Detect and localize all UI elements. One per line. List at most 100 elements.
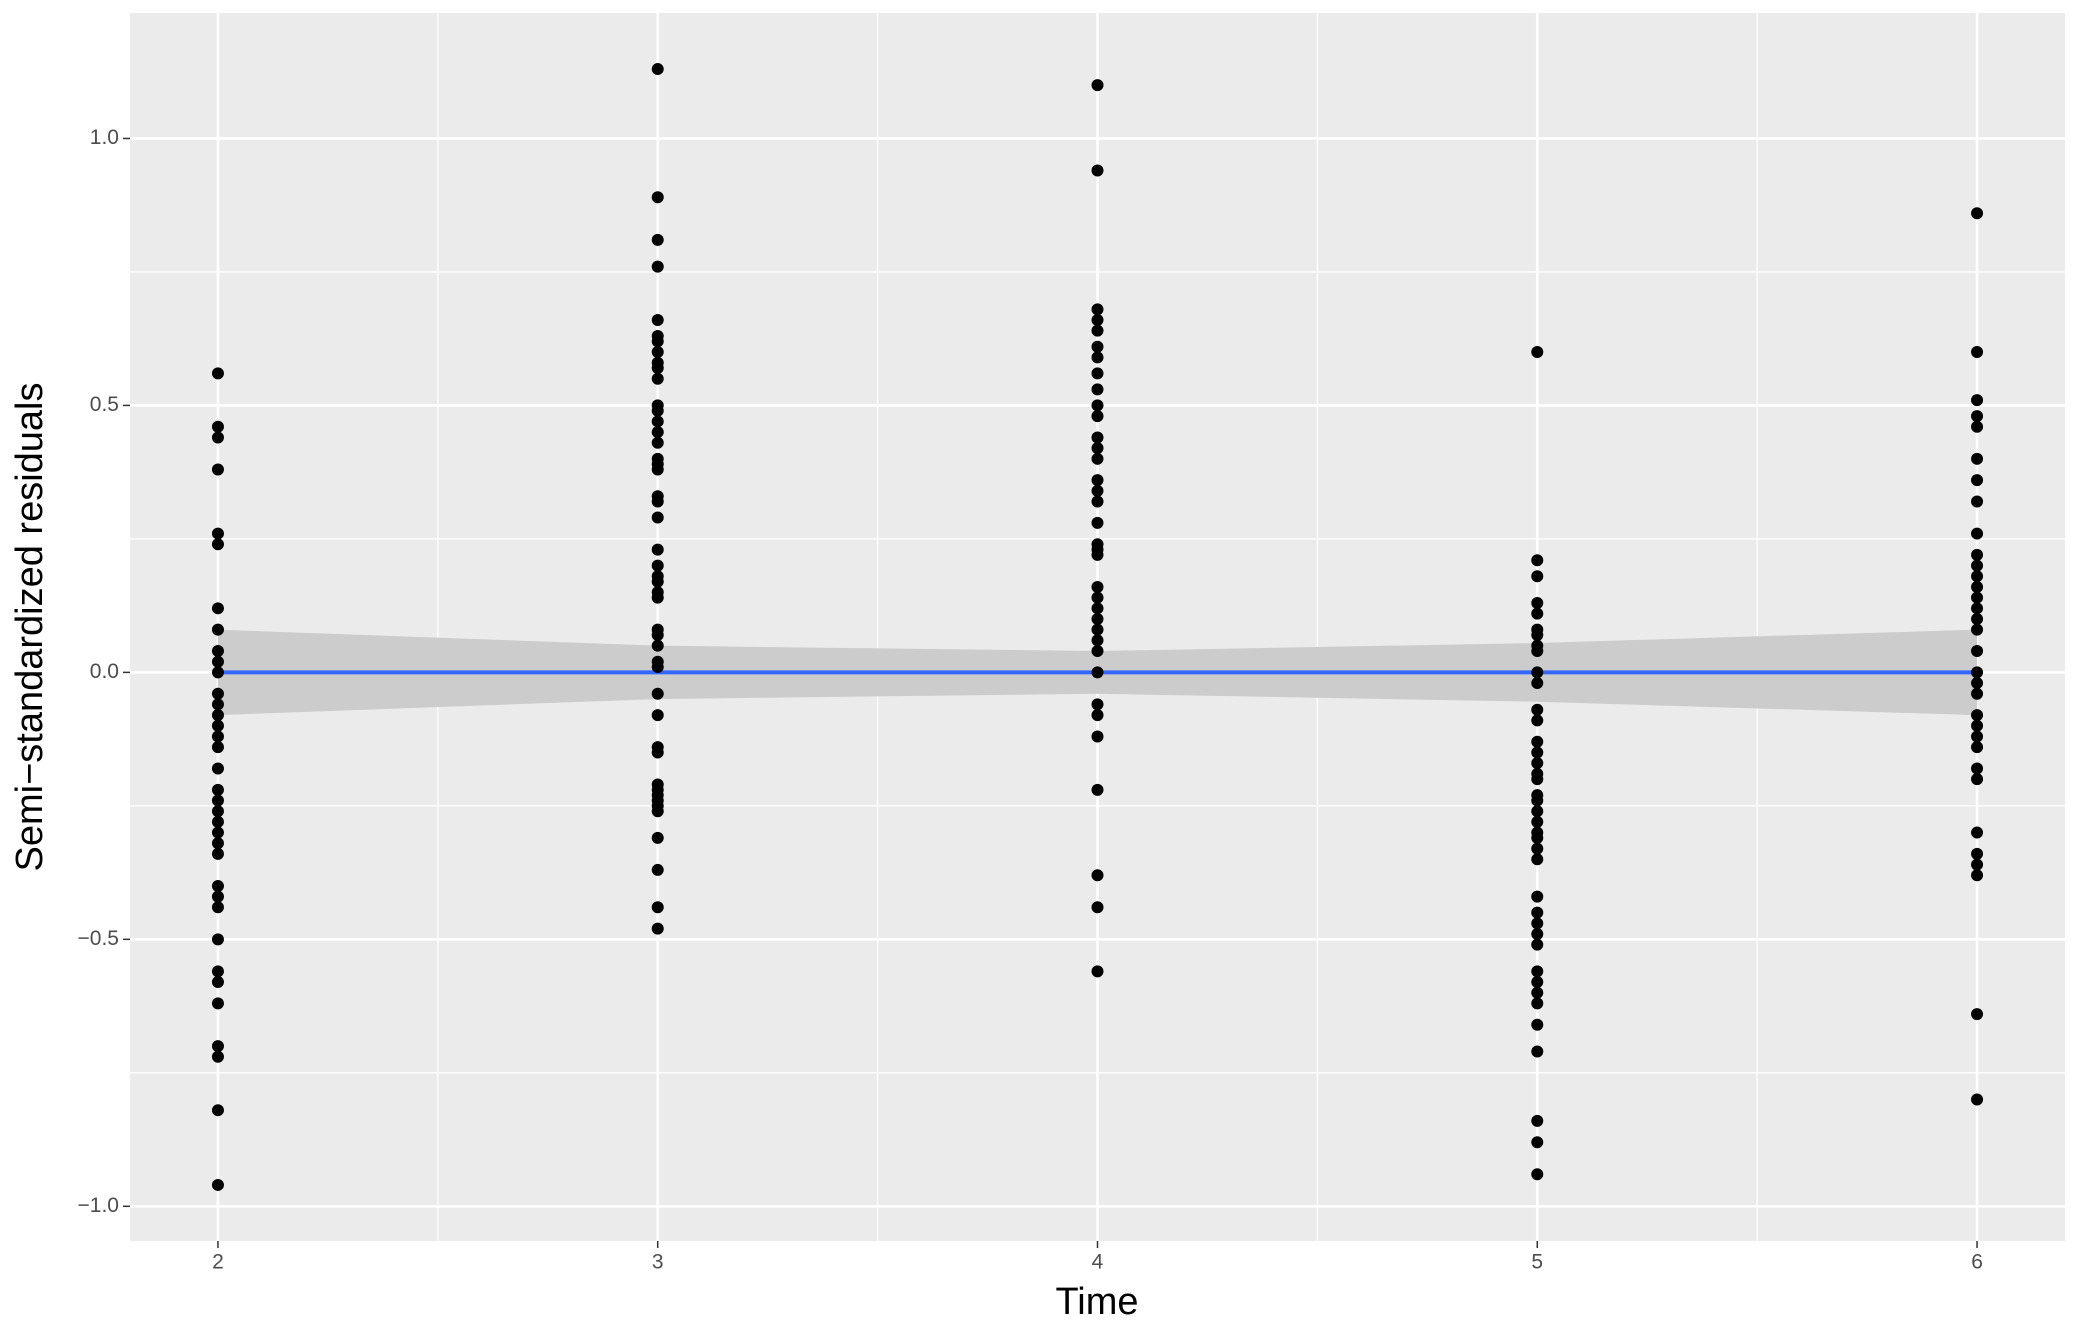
point	[1091, 783, 1104, 796]
x-tick-label: 2	[212, 1251, 224, 1274]
point	[651, 591, 664, 604]
point	[651, 639, 664, 652]
point	[211, 741, 224, 754]
point	[1531, 735, 1544, 748]
y-axis-title: Semi−standardized residuals	[9, 383, 51, 872]
point	[211, 698, 224, 711]
point	[651, 511, 664, 524]
point	[211, 367, 224, 380]
point	[211, 762, 224, 775]
point	[1971, 452, 1984, 465]
point	[1971, 719, 1984, 732]
point	[1091, 340, 1104, 353]
point	[1971, 1093, 1984, 1106]
point	[1971, 687, 1984, 700]
point	[1971, 548, 1984, 561]
point	[1091, 901, 1104, 914]
point	[1531, 714, 1544, 727]
point	[651, 805, 664, 818]
point	[211, 709, 224, 722]
point	[651, 901, 664, 914]
point	[1091, 965, 1104, 978]
point	[1091, 666, 1104, 679]
point	[211, 890, 224, 903]
point	[651, 495, 664, 508]
point	[1971, 420, 1984, 433]
point	[651, 575, 664, 588]
point	[1971, 762, 1984, 775]
y-tick-label: 1.0	[90, 126, 119, 149]
x-tick-label: 5	[1531, 1251, 1543, 1274]
point	[1091, 431, 1104, 444]
point	[1971, 645, 1984, 658]
point	[1531, 629, 1544, 642]
point	[211, 794, 224, 807]
point	[1531, 917, 1544, 930]
point	[1971, 591, 1984, 604]
point	[1091, 367, 1104, 380]
point	[1971, 580, 1984, 593]
point	[651, 629, 664, 642]
x-tick-label: 4	[1092, 1251, 1104, 1274]
point	[1971, 847, 1984, 860]
point	[211, 431, 224, 444]
point	[1531, 815, 1544, 828]
point	[211, 805, 224, 818]
point	[1531, 607, 1544, 620]
point	[1531, 906, 1544, 919]
point	[1531, 928, 1544, 940]
point	[1091, 516, 1104, 529]
x-axis-title: Time	[1055, 1281, 1138, 1323]
point	[1531, 677, 1544, 690]
point	[1531, 805, 1544, 818]
point	[1971, 527, 1984, 540]
point	[651, 559, 664, 572]
point	[1531, 831, 1544, 844]
point	[1091, 410, 1104, 423]
point	[1971, 709, 1984, 722]
point	[211, 623, 224, 636]
y-tick-label: −0.5	[78, 927, 119, 950]
point	[1091, 698, 1104, 711]
point	[651, 191, 664, 204]
point	[1531, 1018, 1544, 1031]
point	[211, 527, 224, 540]
point	[1091, 645, 1104, 658]
point	[1971, 410, 1984, 423]
point	[1531, 1114, 1544, 1127]
point	[1531, 997, 1544, 1010]
point	[1971, 207, 1984, 220]
point	[1091, 442, 1104, 455]
point	[1971, 612, 1984, 625]
point	[1091, 351, 1104, 364]
point	[1971, 869, 1984, 882]
point	[1531, 938, 1544, 951]
point	[1531, 346, 1544, 359]
point	[1531, 703, 1544, 716]
point	[651, 335, 664, 348]
point	[211, 666, 224, 679]
point	[211, 815, 224, 828]
point	[1531, 746, 1544, 759]
point	[1531, 645, 1544, 658]
point	[651, 63, 664, 76]
point	[651, 831, 664, 844]
point	[1971, 741, 1984, 754]
point	[1531, 757, 1544, 770]
point	[1091, 79, 1104, 92]
point	[1531, 890, 1544, 903]
point	[1531, 773, 1544, 786]
point	[1971, 495, 1984, 508]
point	[1971, 858, 1984, 871]
point	[1091, 399, 1104, 412]
point	[1091, 709, 1104, 722]
point	[1971, 677, 1984, 690]
point	[211, 879, 224, 892]
point	[211, 976, 224, 989]
point	[1091, 383, 1104, 396]
point	[1531, 965, 1544, 978]
point	[211, 826, 224, 839]
point	[1531, 666, 1544, 679]
point	[1091, 548, 1104, 561]
point	[651, 404, 664, 417]
